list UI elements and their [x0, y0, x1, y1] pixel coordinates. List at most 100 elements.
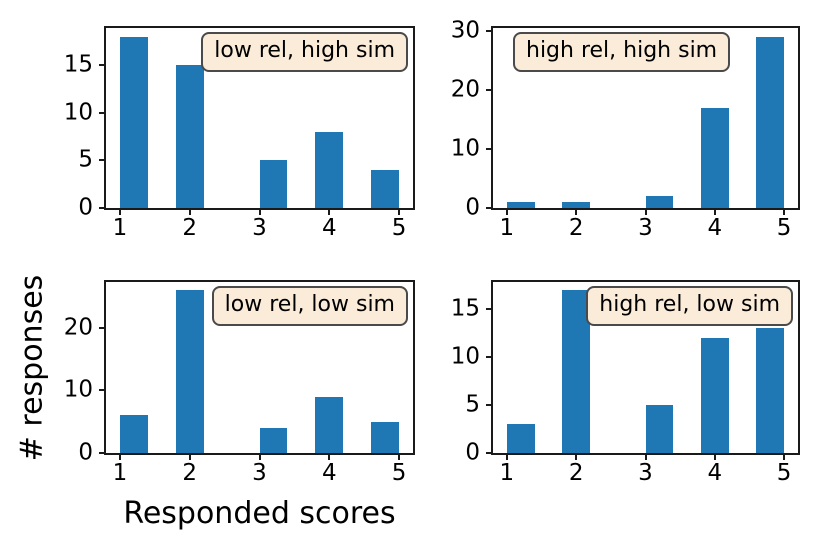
x-tick-mark: [575, 208, 578, 215]
y-tick-mark: [99, 452, 106, 454]
bar-score-3: [259, 427, 288, 453]
y-tick-mark: [99, 207, 106, 209]
bar-score-2: [175, 65, 204, 208]
x-tick-mark: [118, 453, 121, 460]
bar-score-3: [645, 405, 674, 453]
y-tick-label: 5: [78, 146, 93, 173]
x-tick-label: 5: [391, 460, 407, 486]
y-tick-label: 10: [450, 343, 480, 370]
bar-score-4: [315, 131, 344, 208]
x-tick-label: 4: [707, 460, 723, 486]
subplot-low-rel-low-sim: 1 2 3 4 5 0 10 20 low rel, low sim: [64, 280, 415, 485]
bar-score-3: [645, 196, 674, 208]
x-tick-mark: [505, 208, 508, 215]
y-tick-label: 0: [78, 439, 93, 466]
bar-score-5: [756, 36, 785, 208]
bar-score-4: [700, 338, 729, 453]
x-tick-mark: [575, 453, 578, 460]
y-tick-mark: [486, 308, 493, 311]
x-tick-label: 3: [252, 460, 267, 486]
x-tick-label: 2: [182, 460, 198, 486]
x-tick-label: 4: [707, 215, 723, 241]
subplot-low-rel-high-sim: 1 2 3 4 5 0 5 10 15 low rel, high sim: [64, 26, 415, 240]
y-tick-mark: [486, 404, 493, 407]
x-tick-mark: [188, 208, 191, 215]
x-tick-label: 3: [252, 215, 267, 241]
y-tick-label: 10: [63, 99, 93, 126]
bar-score-5: [371, 169, 400, 208]
bar-score-3: [259, 160, 288, 208]
subplot-high-rel-low-sim: 1 2 3 4 5 0 5 10 15 high rel, low sim: [451, 280, 800, 485]
y-tick-mark: [99, 64, 106, 67]
bar-score-1: [119, 36, 148, 208]
x-tick-label: 5: [776, 215, 792, 241]
x-tick-mark: [713, 208, 716, 215]
x-tick-mark: [258, 208, 261, 215]
x-tick-mark: [258, 453, 261, 460]
y-tick-mark: [99, 389, 106, 392]
y-tick-label: 0: [465, 439, 480, 466]
subplot-high-rel-high-sim: 1 2 3 4 5 0 10 20 30 high rel, high sim: [451, 19, 800, 240]
x-tick-mark: [398, 453, 401, 460]
bar-score-1: [119, 415, 148, 453]
legend-high-rel-high-sim: high rel, high sim: [513, 32, 731, 72]
legend-low-rel-high-sim: low rel, high sim: [201, 32, 408, 72]
y-tick-label: 20: [63, 314, 93, 341]
x-tick-label: 2: [568, 215, 584, 241]
x-tick-mark: [328, 208, 331, 215]
y-tick-label: 15: [450, 295, 480, 322]
y-tick-label: 15: [63, 51, 93, 78]
y-tick-mark: [486, 147, 493, 150]
y-tick-mark: [486, 88, 493, 91]
y-tick-mark: [99, 111, 106, 114]
x-tick-mark: [188, 453, 191, 460]
x-tick-label: 1: [112, 460, 128, 486]
y-tick-mark: [486, 29, 493, 32]
y-tick-label: 10: [450, 135, 480, 162]
bar-score-4: [700, 107, 729, 208]
x-tick-label: 1: [499, 215, 515, 241]
bar-score-2: [562, 202, 591, 208]
bar-score-5: [371, 421, 400, 453]
x-tick-label: 1: [112, 215, 128, 241]
x-tick-mark: [505, 453, 508, 460]
x-tick-label: 2: [568, 460, 584, 486]
y-tick-label: 10: [63, 376, 93, 403]
y-tick-mark: [99, 326, 106, 329]
x-tick-mark: [783, 208, 786, 215]
x-tick-mark: [398, 208, 401, 215]
bar-score-4: [315, 396, 344, 453]
y-tick-label: 5: [465, 391, 480, 418]
x-tick-mark: [644, 208, 647, 215]
x-tick-mark: [328, 453, 331, 460]
x-axis-label: Responded scores: [123, 496, 396, 531]
bar-score-1: [506, 202, 535, 208]
x-tick-label: 4: [321, 460, 337, 486]
legend-low-rel-low-sim: low rel, low sim: [211, 286, 408, 326]
x-tick-label: 2: [182, 215, 198, 241]
y-tick-label: 20: [450, 76, 480, 103]
y-tick-mark: [486, 452, 493, 454]
x-tick-mark: [713, 453, 716, 460]
y-tick-label: 0: [78, 194, 93, 221]
bar-score-1: [506, 424, 535, 453]
x-tick-label: 4: [321, 215, 337, 241]
y-tick-mark: [486, 356, 493, 359]
y-tick-mark: [99, 159, 106, 162]
legend-high-rel-low-sim: high rel, low sim: [586, 286, 793, 326]
x-tick-mark: [783, 453, 786, 460]
y-axis-label: # responses: [14, 274, 50, 462]
bar-score-2: [175, 290, 204, 453]
x-tick-label: 1: [499, 460, 515, 486]
x-tick-label: 3: [638, 215, 653, 241]
y-tick-label: 0: [465, 194, 480, 221]
y-tick-label: 30: [450, 17, 480, 44]
x-tick-label: 5: [391, 215, 407, 241]
x-tick-label: 5: [776, 460, 792, 486]
x-tick-mark: [118, 208, 121, 215]
x-tick-mark: [644, 453, 647, 460]
y-tick-mark: [486, 207, 493, 209]
bar-score-2: [562, 290, 591, 453]
bar-score-5: [756, 328, 785, 453]
